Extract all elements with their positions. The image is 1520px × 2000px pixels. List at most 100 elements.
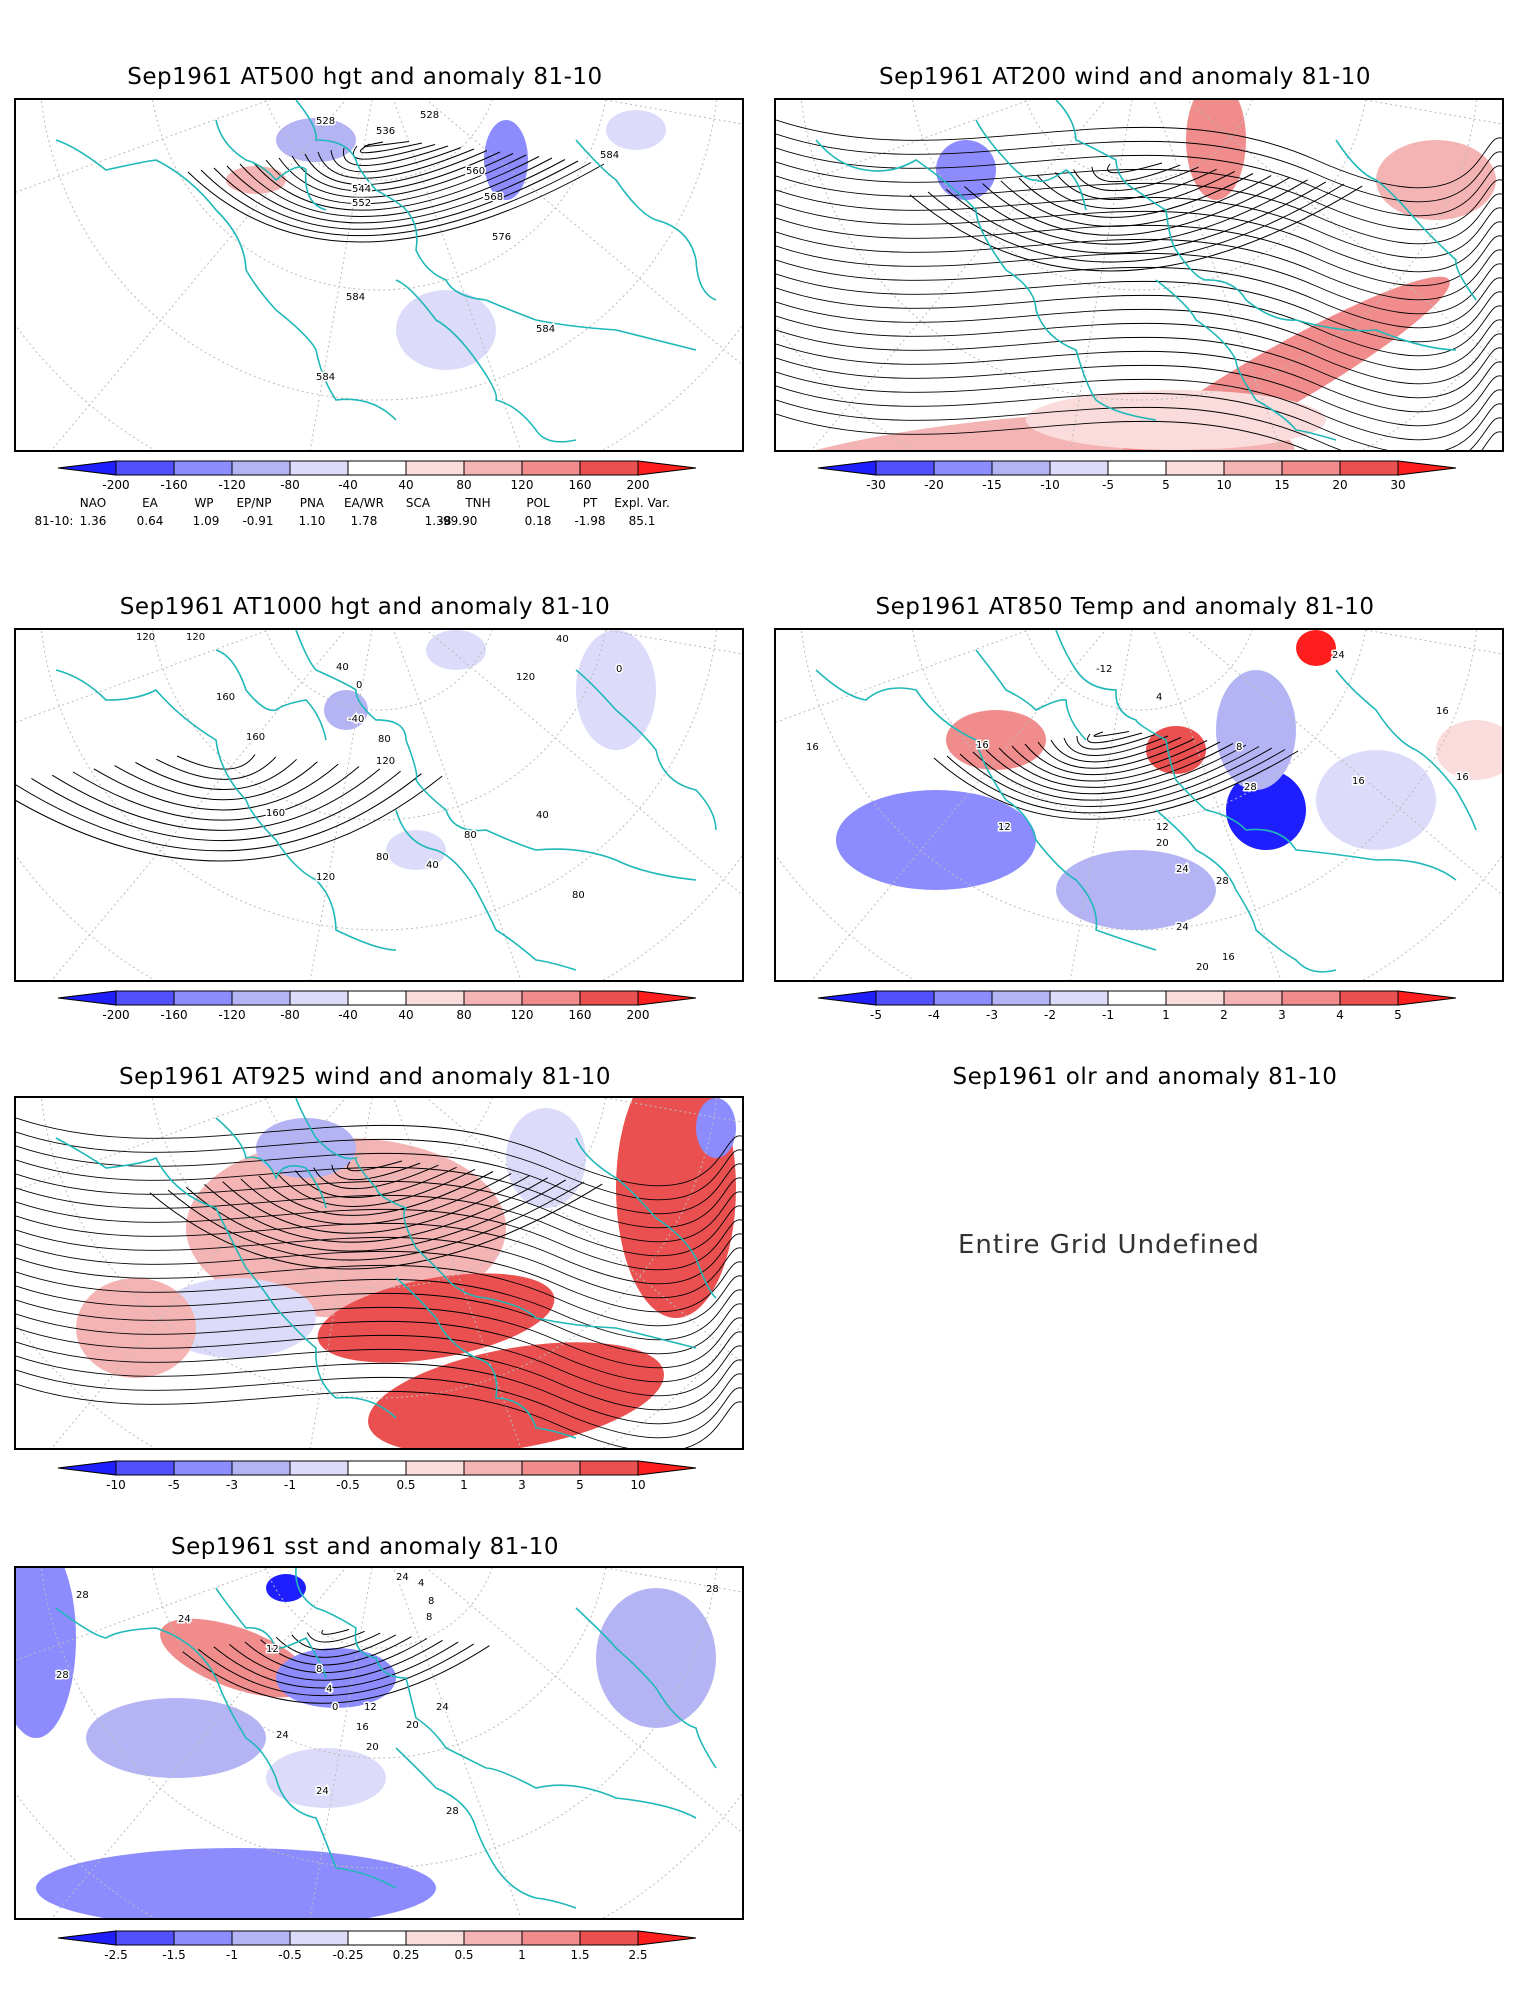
anomaly-shading: [396, 290, 496, 370]
contour-label: 584: [316, 372, 335, 383]
coastline: [1155, 809, 1337, 973]
streamline: [16, 1173, 742, 1243]
colorbar-swatch: [933, 460, 993, 476]
coastline: [1055, 100, 1457, 351]
index-row-label: 81-10:: [34, 514, 74, 528]
index-name: WP: [194, 496, 214, 510]
contour-label: 12: [364, 1702, 377, 1713]
streamline: [776, 371, 1502, 441]
coastline: [815, 139, 1157, 421]
colorbar-tick-label: 5: [576, 1478, 584, 1492]
streamline: [16, 1299, 742, 1369]
contour-line: [244, 1638, 428, 1674]
coastline: [215, 119, 327, 211]
contour-line: [304, 150, 488, 186]
contour-label: 4: [326, 1684, 332, 1695]
contour-label: 528: [316, 116, 335, 127]
coastline: [975, 649, 1087, 741]
contour-label: 8: [1236, 742, 1242, 753]
contour-label: 16: [356, 1722, 369, 1733]
contour-label: 160: [216, 692, 235, 703]
streamline: [16, 1131, 742, 1201]
colorbar-tick-label: 5: [1162, 478, 1170, 492]
hemisphere-disc: [776, 630, 1502, 980]
anomaly-shading: [506, 1108, 586, 1208]
colorbar-swatch: [347, 1460, 407, 1476]
colorbar-swatch: [875, 990, 935, 1006]
anomaly-shading: [86, 1698, 266, 1778]
streamline: [776, 133, 1502, 203]
colorbar-tick-label: 160: [568, 478, 592, 492]
colorbar-tick-label: -3: [986, 1008, 998, 1022]
contour-line: [347, 1160, 403, 1172]
contour-line: [972, 746, 1260, 801]
contour-line: [278, 153, 514, 198]
colorbar-swatch: [521, 460, 581, 476]
colorbar-tick-label: -200: [102, 478, 130, 492]
index-value: 1.09: [192, 514, 220, 528]
colorbar-swatch: [463, 990, 523, 1006]
coastline: [295, 630, 697, 881]
contour-line: [275, 1634, 397, 1658]
streamline: [776, 315, 1502, 385]
contour-label: 0: [356, 680, 362, 691]
contour-label: 16: [1222, 952, 1235, 963]
contour-label: 28: [1216, 876, 1229, 887]
contour-line: [1054, 168, 1217, 201]
anomaly-shading: [1296, 630, 1336, 666]
colorbar-lower-arrow: [57, 460, 117, 476]
map-at1000-height: 120 120 160 160 40 0 -40 80 120 40 0 120 80 120 40 160 8…: [14, 628, 744, 982]
streamline: [16, 1355, 742, 1425]
contour-label: 80: [572, 890, 585, 901]
colorbar-tick-label: -200: [102, 1008, 130, 1022]
contour-label: 8: [426, 1612, 432, 1623]
contour-line: [330, 147, 462, 173]
streamline: [16, 1187, 742, 1257]
contour-label: 12: [266, 1644, 279, 1655]
contour-line: [31, 770, 401, 842]
streamline: [16, 1313, 742, 1383]
contour-label: 160: [246, 732, 265, 743]
colorbar-lower-arrow: [57, 1930, 117, 1946]
contour-line: [359, 142, 423, 154]
colorbar-swatch: [173, 990, 233, 1006]
colorbar-swatch: [991, 460, 1051, 476]
colorbar-lower-arrow: [57, 1460, 117, 1476]
contour-line: [1076, 734, 1156, 750]
anomaly-shading: [160, 1618, 312, 1698]
hemisphere-disc: [16, 1568, 742, 1918]
colorbar-swatch: [115, 990, 175, 1006]
contour-label: 544: [352, 184, 371, 195]
contour-label: 28: [706, 1584, 719, 1595]
coastline: [575, 669, 717, 831]
contour-line: [229, 1639, 443, 1681]
colorbar-swatch: [1165, 460, 1225, 476]
colorbar-swatch: [289, 460, 349, 476]
colorbar-tick-label: -80: [280, 478, 300, 492]
colorbar-tick-label: -160: [160, 478, 188, 492]
contour-line: [239, 157, 553, 217]
anomaly-shading: [946, 710, 1046, 770]
index-name: EA: [142, 496, 158, 510]
colorbar-tick-label: -2.5: [104, 1948, 128, 1962]
contour-line: [222, 1175, 530, 1234]
colorbar-tick-label: -1: [1102, 1008, 1114, 1022]
colorbar-swatch: [231, 1460, 291, 1476]
coastline: [975, 119, 1087, 211]
contour-line: [1036, 170, 1236, 209]
coastline: [1335, 139, 1477, 301]
colorbar-swatch: [289, 1930, 349, 1946]
colorbar-swatch: [463, 460, 523, 476]
colorbar-tick-label: -1: [284, 1478, 296, 1492]
contour-line: [291, 151, 501, 192]
streamline: [776, 217, 1502, 287]
streamline: [776, 343, 1502, 413]
contour-line: [294, 1166, 457, 1199]
contour-label: 80: [378, 734, 391, 745]
index-value: -0.91: [242, 514, 274, 528]
streamline: [776, 189, 1502, 259]
coastline: [575, 1137, 717, 1299]
contour-label: 584: [536, 324, 555, 335]
streamline: [776, 287, 1502, 357]
contour-line: [51, 768, 381, 831]
